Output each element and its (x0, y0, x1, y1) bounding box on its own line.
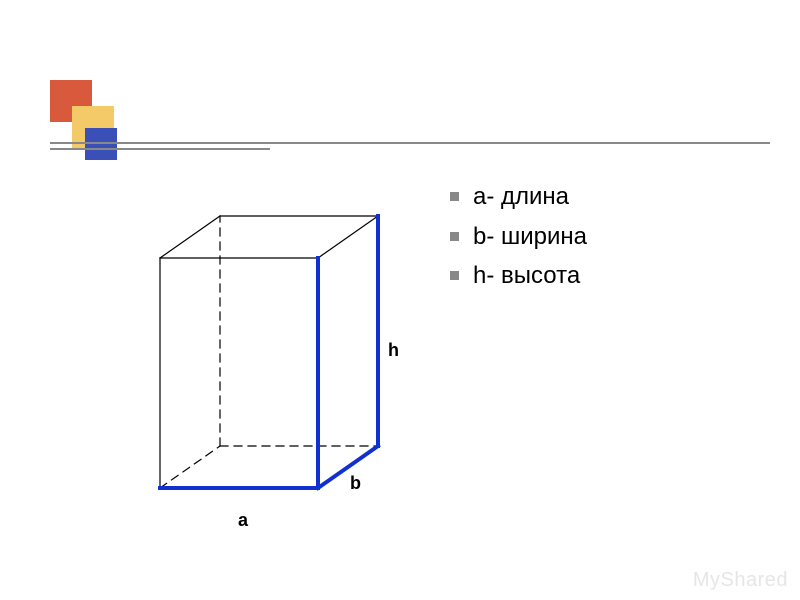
cuboid-svg (130, 200, 430, 540)
bullet-icon (450, 232, 459, 241)
horizontal-rule (50, 142, 770, 144)
edge-label-h: h (388, 340, 399, 361)
deco-square-blue (85, 128, 117, 160)
edge-label-a: a (238, 510, 248, 531)
cuboid-diagram: h b a (130, 200, 430, 540)
legend-text: b- ширина (473, 220, 587, 254)
bullet-icon (450, 271, 459, 280)
legend-item: b- ширина (450, 220, 587, 254)
legend-text: a- длина (473, 180, 569, 214)
legend-item: h- высота (450, 259, 587, 293)
legend: a- длина b- ширина h- высота (450, 180, 587, 299)
bullet-icon (450, 192, 459, 201)
horizontal-rule-short (50, 148, 270, 150)
edge-label-b: b (350, 473, 361, 494)
legend-item: a- длина (450, 180, 587, 214)
watermark: MyShared (693, 569, 788, 592)
legend-text: h- высота (473, 259, 580, 293)
